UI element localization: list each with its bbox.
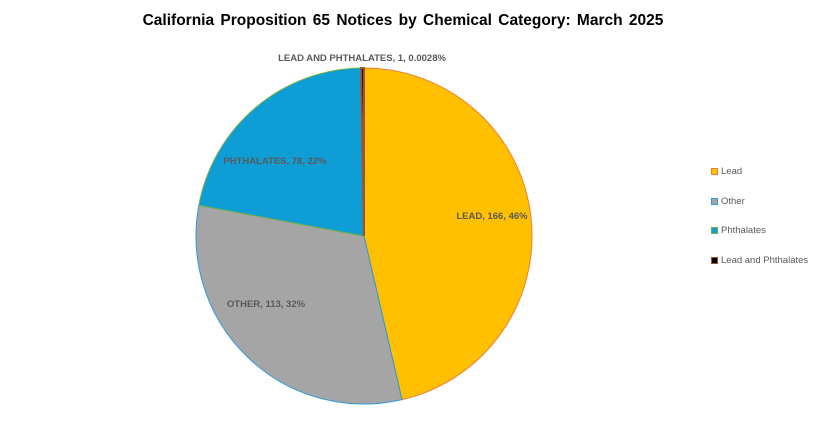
legend-item: Other [711,196,745,207]
pie-slice-lead-and-phthalates [360,66,365,237]
data-label: LEAD AND PHTHALATES, 1, 0.0028% [278,53,446,64]
data-label: PHTHALATES, 78, 22% [223,156,327,167]
legend-swatch [711,256,718,264]
legend-item: Lead and Phthalates [711,255,808,266]
pie-slice-lead [363,67,533,401]
legend-label: Lead [721,166,743,177]
legend-label: Other [721,195,745,207]
legend-swatch [711,197,718,205]
legend-item: Phthalates [711,225,766,236]
legend-swatch [711,227,718,234]
legend-label: Lead and Phthalates [721,254,809,266]
pie-slice-phthalates [198,67,365,237]
chart-title: California Proposition 65 Notices by Che… [142,12,664,29]
pie-slice-other [195,204,403,405]
data-label: OTHER, 113, 32% [227,299,306,310]
legend-swatch [711,168,718,175]
data-label: LEAD, 166, 46% [456,211,528,222]
legend-label: Phthalates [721,225,766,236]
legend-item: Lead [711,166,742,177]
